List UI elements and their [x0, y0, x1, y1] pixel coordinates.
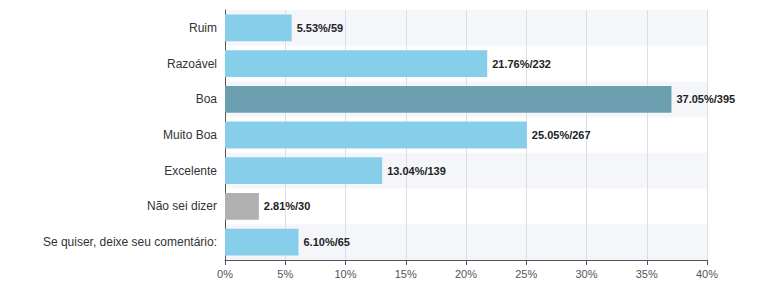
svg-text:5.53%/59: 5.53%/59 [297, 22, 343, 34]
svg-text:10%: 10% [334, 268, 356, 280]
svg-text:21.76%/232: 21.76%/232 [492, 58, 551, 70]
svg-text:25.05%/267: 25.05%/267 [532, 129, 591, 141]
svg-text:35%: 35% [636, 268, 658, 280]
svg-text:Se quiser, deixe seu comentári: Se quiser, deixe seu comentário: [43, 235, 217, 249]
svg-text:30%: 30% [575, 268, 597, 280]
svg-text:Excelente: Excelente [164, 164, 217, 178]
svg-text:20%: 20% [455, 268, 477, 280]
svg-text:Muito Boa: Muito Boa [163, 128, 217, 142]
svg-text:Boa: Boa [196, 92, 218, 106]
svg-text:15%: 15% [395, 268, 417, 280]
svg-text:13.04%/139: 13.04%/139 [387, 165, 446, 177]
svg-text:2.81%/30: 2.81%/30 [264, 200, 310, 212]
svg-text:0%: 0% [217, 268, 233, 280]
svg-text:6.10%/65: 6.10%/65 [304, 236, 350, 248]
svg-text:Não sei dizer: Não sei dizer [147, 199, 217, 213]
svg-text:5%: 5% [277, 268, 293, 280]
svg-text:40%: 40% [696, 268, 718, 280]
svg-text:Razoável: Razoável [167, 57, 217, 71]
svg-text:Ruim: Ruim [189, 21, 217, 35]
svg-text:37.05%/395: 37.05%/395 [676, 93, 735, 105]
svg-text:25%: 25% [515, 268, 537, 280]
